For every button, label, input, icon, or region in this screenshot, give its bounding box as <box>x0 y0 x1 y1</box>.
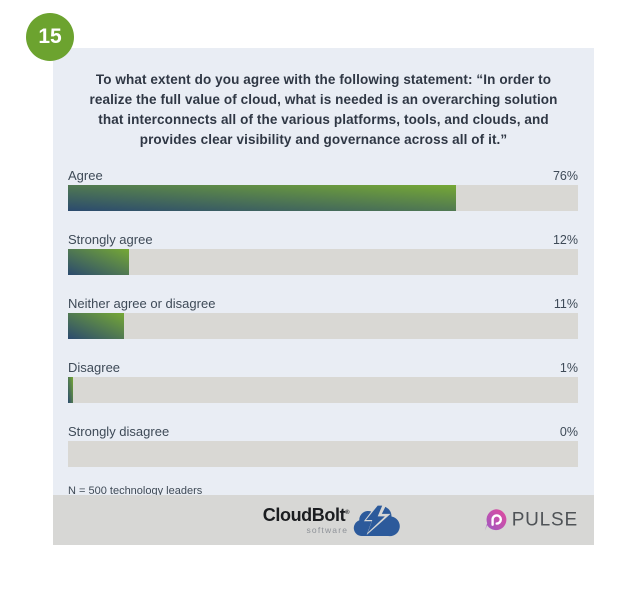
bar-row-header: Strongly agree 12% <box>68 229 578 247</box>
bar-row: Neither agree or disagree 11% <box>68 293 578 339</box>
bar-value: 11% <box>553 297 578 311</box>
bar-fill <box>68 313 125 339</box>
bar-row-header: Strongly disagree 0% <box>68 421 578 439</box>
survey-card: To what extent do you agree with the fol… <box>53 48 594 545</box>
bar-value: 0% <box>559 425 578 439</box>
bar-label: Strongly agree <box>68 232 153 247</box>
bar-row: Strongly agree 12% <box>68 229 578 275</box>
bar-label: Strongly disagree <box>68 424 170 439</box>
pulse-icon <box>484 509 507 531</box>
registered-mark: ® <box>345 510 350 516</box>
question-line: realize the full value of cloud, what is… <box>89 92 558 107</box>
question-title: To what extent do you agree with the fol… <box>53 70 594 150</box>
bar-label: Disagree <box>68 360 121 375</box>
question-line: To what extent do you agree with the fol… <box>95 72 552 87</box>
bar-track <box>68 249 578 275</box>
bar-fill <box>68 377 74 403</box>
cloudbolt-wordmark: CloudBolt® <box>262 505 350 525</box>
bar-rows: Agree 76% Strongly agree 12% Neither agr… <box>68 165 578 467</box>
bar-row: Strongly disagree 0% <box>68 421 578 467</box>
question-line: that interconnects all of the various pl… <box>98 112 549 127</box>
cloudbolt-logo: CloudBolt® software <box>263 501 400 539</box>
bar-track <box>68 377 578 403</box>
bar-fill <box>68 249 130 275</box>
slide-number-badge: 15 <box>26 13 74 61</box>
bar-value: 1% <box>559 361 578 375</box>
bar-fill <box>68 185 456 211</box>
cloudbolt-text: CloudBolt® software <box>262 505 350 535</box>
cloud-bolt-icon <box>354 501 400 537</box>
bar-row: Agree 76% <box>68 165 578 211</box>
pulse-wordmark: PULSE <box>511 509 578 530</box>
cloudbolt-software-label: software <box>306 525 349 535</box>
sample-size-note: N = 500 technology leaders <box>68 485 203 497</box>
bar-row: Disagree 1% <box>68 357 578 403</box>
bar-value: 76% <box>552 169 578 183</box>
footer-bar: CloudBolt® software <box>53 495 594 545</box>
pulse-logo: PULSE <box>484 509 578 532</box>
bar-value: 12% <box>552 233 578 247</box>
bar-label: Neither agree or disagree <box>68 296 216 311</box>
bar-track <box>68 441 578 467</box>
bar-label: Agree <box>68 168 103 183</box>
question-line: provides clear visibility and governance… <box>139 132 508 147</box>
bar-row-header: Disagree 1% <box>68 357 578 375</box>
bar-track <box>68 185 578 211</box>
slide-number: 15 <box>38 25 62 48</box>
bar-row-header: Neither agree or disagree 11% <box>68 293 578 311</box>
bar-track <box>68 313 578 339</box>
bar-row-header: Agree 76% <box>68 165 578 183</box>
